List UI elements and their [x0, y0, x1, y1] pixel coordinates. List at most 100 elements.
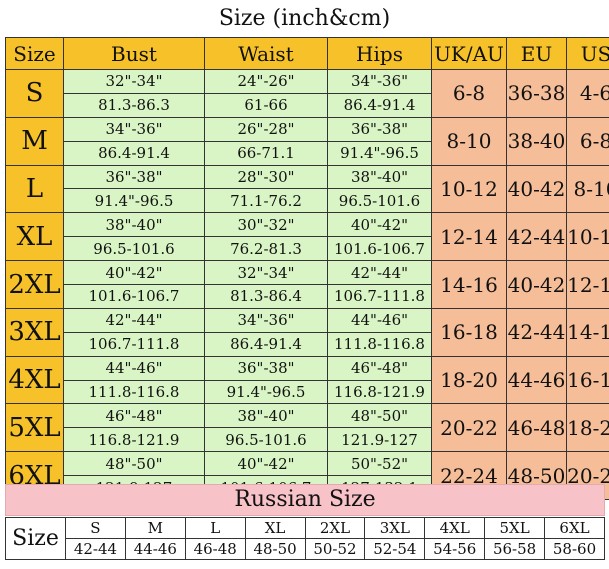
table-row: 91.4"-96.5 71.1-76.2 96.5-101.6: [6, 188, 609, 214]
table-row: 86.4-91.4 66-71.1 91.4"-96.5: [6, 140, 609, 166]
russian-size-title: Russian Size: [5, 484, 605, 516]
hips-inch: 50"-52": [327, 451, 432, 477]
bust-inch: 42"-44": [63, 307, 205, 333]
waist-inch: 34"-36": [204, 307, 328, 333]
waist-inch: 40"-42": [204, 451, 328, 477]
waist-inch: 32"-34": [204, 260, 328, 286]
russian-size-row: Size S M L XL 2XL 3XL 4XL 5XL 6XL: [5, 517, 605, 560]
russian-value-cell: 56-58: [484, 538, 545, 560]
table-row: 106.7-111.8 86.4-91.4 111.8-116.8: [6, 331, 609, 357]
hips-cm: 121.9-127: [327, 427, 432, 453]
uk-au-cell: 12-14: [431, 212, 507, 262]
eu-cell: 46-48: [506, 403, 567, 453]
hips-inch: 36"-38": [327, 116, 432, 142]
size-cell: 2XL: [5, 260, 64, 309]
waist-inch: 38"-40": [204, 403, 328, 429]
hips-inch: 38"-40": [327, 164, 432, 190]
uk-au-cell: 18-20: [431, 355, 507, 405]
russian-size-cell: L: [184, 517, 246, 539]
russian-size-cell: XL: [244, 517, 306, 539]
us-cell: 8-10: [566, 164, 609, 214]
bust-cm: 101.6-106.7: [63, 284, 205, 309]
hips-cm: 116.8-121.9: [327, 379, 432, 405]
bust-inch: 48"-50": [63, 451, 205, 477]
bust-inch: 46"-48": [63, 403, 205, 429]
waist-cm: 86.4-91.4: [204, 331, 328, 357]
russian-size-cell: 2XL: [304, 517, 366, 539]
bust-cm: 116.8-121.9: [63, 427, 205, 453]
us-cell: 10-12: [566, 212, 609, 262]
bust-cm: 91.4"-96.5: [63, 188, 205, 214]
header-size: Size: [5, 37, 64, 70]
russian-value-cell: 50-52: [304, 538, 366, 560]
size-cell: 3XL: [5, 307, 64, 357]
hips-inch: 40"-42": [327, 212, 432, 238]
bust-inch: 36"-38": [63, 164, 205, 190]
russian-value-cell: 58-60: [544, 538, 605, 560]
waist-inch: 30"-32": [204, 212, 328, 238]
bust-inch: 38"-40": [63, 212, 205, 238]
russian-value-row: 42-44 44-46 46-48 48-50 50-52 52-54 54-56 56-58…: [6, 538, 605, 560]
chart-title: Size (inch&cm): [218, 6, 391, 31]
bust-inch: 40"-42": [63, 260, 205, 286]
eu-cell: 38-40: [506, 116, 567, 166]
russian-size-cell: 4XL: [424, 517, 486, 539]
waist-cm: 66-71.1: [204, 140, 328, 166]
eu-cell: 42-44: [506, 212, 567, 262]
uk-au-cell: 8-10: [431, 116, 507, 166]
header-us: US: [566, 37, 609, 70]
russian-value-cell: 44-46: [124, 538, 186, 560]
russian-size-cell: S: [65, 517, 126, 539]
uk-au-cell: 10-12: [431, 164, 507, 214]
hips-inch: 34"-36": [327, 69, 432, 94]
header-row: Size Bust Waist Hips UK/AU EU US: [5, 37, 609, 70]
bust-inch: 34"-36": [63, 116, 205, 142]
bust-inch: 32"-34": [63, 69, 205, 94]
waist-inch: 36"-38": [204, 355, 328, 381]
hips-inch: 44"-46": [327, 307, 432, 333]
waist-inch: 24"-26": [204, 69, 328, 94]
uk-au-cell: 14-16: [431, 260, 507, 309]
bust-inch: 44"-46": [63, 355, 205, 381]
size-cell: XL: [5, 212, 64, 262]
hips-cm: 106.7-111.8: [327, 284, 432, 309]
hips-cm: 96.5-101.6: [327, 188, 432, 214]
eu-cell: 42-44: [506, 307, 567, 357]
bust-cm: 86.4-91.4: [63, 140, 205, 166]
table-row: 116.8-121.9 96.5-101.6 121.9-127: [6, 427, 609, 453]
waist-cm: 76.2-81.3: [204, 236, 328, 262]
russian-value-cell: 46-48: [184, 538, 246, 560]
bust-cm: 111.8-116.8: [63, 379, 205, 405]
russian-value-cell: 48-50: [244, 538, 306, 560]
waist-cm: 96.5-101.6: [204, 427, 328, 453]
hips-cm: 101.6-106.7: [327, 236, 432, 262]
size-cell: S: [5, 69, 64, 118]
us-cell: 16-18: [566, 355, 609, 405]
russian-size-cell: 3XL: [364, 517, 426, 539]
bust-cm: 106.7-111.8: [63, 331, 205, 357]
table-row: M 34"-36" 26"-28" 36"-38" 8-10 38-40 6-8: [5, 116, 609, 166]
header-eu: EU: [506, 37, 567, 70]
russian-size-cell: 6XL: [544, 517, 605, 539]
hips-cm: 86.4-91.4: [327, 92, 432, 118]
table-row: 111.8-116.8 91.4"-96.5 116.8-121.9: [6, 379, 609, 405]
uk-au-cell: 6-8: [431, 69, 507, 118]
russian-value-cell: 52-54: [364, 538, 426, 560]
size-cell: L: [5, 164, 64, 214]
waist-cm: 91.4"-96.5: [204, 379, 328, 405]
hips-cm: 111.8-116.8: [327, 331, 432, 357]
waist-inch: 28"-30": [204, 164, 328, 190]
table-row: S 32"-34" 24"-26" 34"-36" 6-8 36-38 4-6: [5, 69, 609, 118]
russian-size-table: Size S M L XL 2XL 3XL 4XL 5XL 6XL 42-44 44-46 46-48 4…: [5, 517, 605, 560]
waist-cm: 61-66: [204, 92, 328, 118]
hips-cm: 91.4"-96.5: [327, 140, 432, 166]
waist-inch: 26"-28": [204, 116, 328, 142]
russian-size-cell: 5XL: [484, 517, 545, 539]
hips-inch: 46"-48": [327, 355, 432, 381]
